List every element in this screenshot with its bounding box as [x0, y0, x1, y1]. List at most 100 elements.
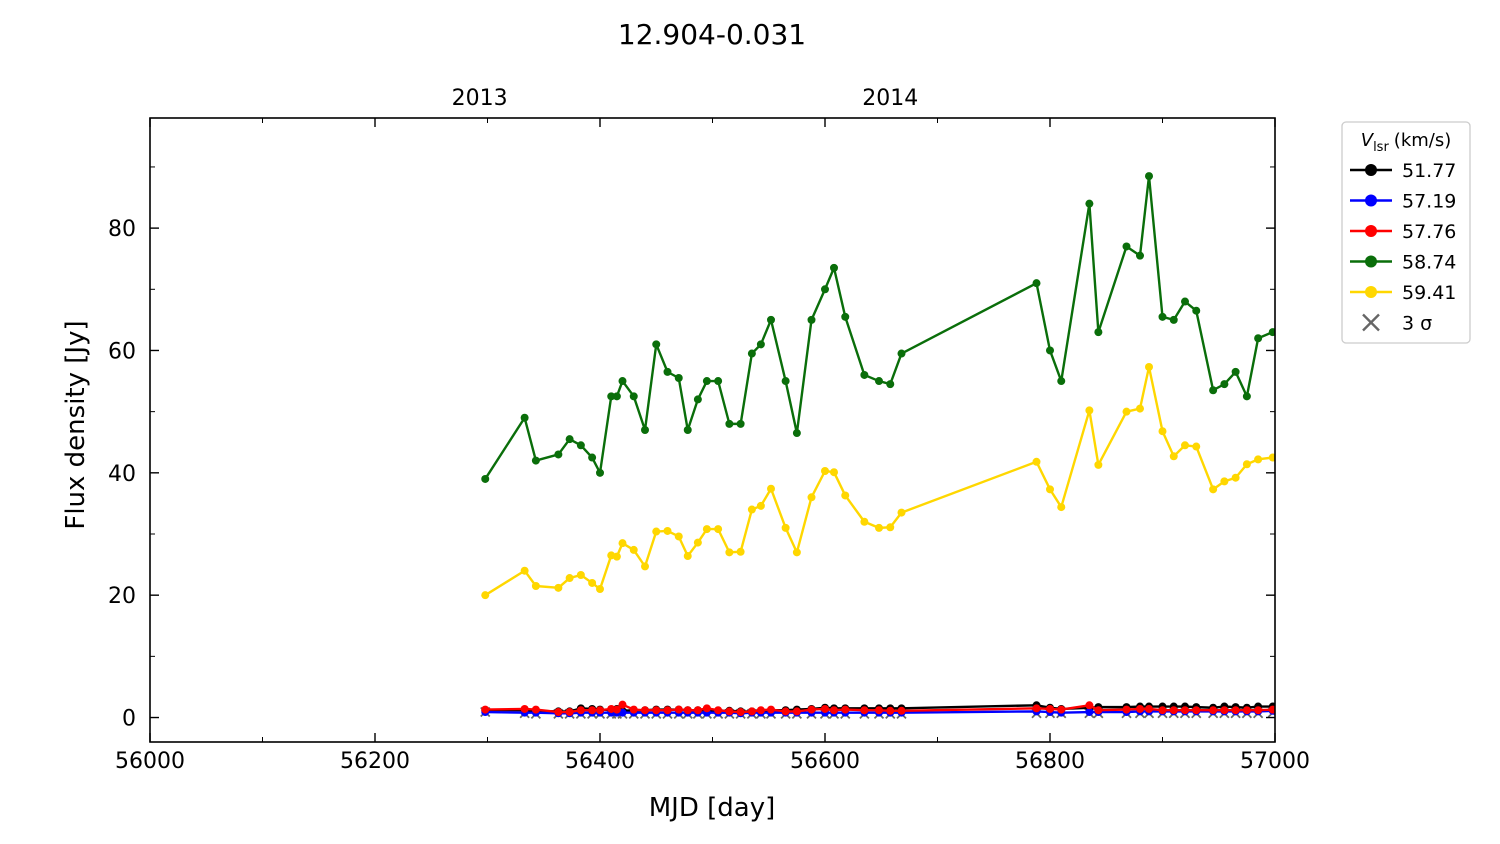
series-point-59-41: [821, 466, 829, 475]
series-point-57-76: [886, 706, 895, 715]
series-point-59-41: [565, 574, 574, 583]
series-point-59-41: [1192, 442, 1201, 451]
series-point-58-74: [886, 380, 895, 389]
series-point-59-41: [520, 566, 529, 575]
series-point-58-74: [1181, 297, 1189, 306]
legend-entry-58-74: 58.74: [1350, 252, 1456, 274]
series-point-59-41: [1057, 503, 1066, 512]
y-tick-label: 60: [108, 339, 136, 364]
legend-title-sub: lsr: [1373, 140, 1389, 155]
x-tick-label: 57000: [1240, 749, 1310, 774]
series-point-59-41: [1046, 485, 1054, 494]
series-point-57-76: [596, 706, 604, 715]
legend-entry-51-77: 51.77: [1350, 160, 1456, 182]
series-point-58-74: [1145, 172, 1153, 181]
legend: Vlsr (km/s) 51.77 57.19 57.76 58.74 59.41 3 σ: [1341, 121, 1471, 344]
y-tick-label: 80: [108, 217, 136, 242]
legend-items: 51.77 57.19 57.76 58.74 59.41 3 σ: [1350, 160, 1456, 335]
series-point-57-76: [1169, 706, 1178, 715]
legend-entry-57-19: 57.19: [1350, 191, 1456, 213]
series-point-57-76: [520, 704, 529, 713]
series-point-57-76: [747, 707, 756, 716]
series-point-59-41: [1181, 441, 1189, 450]
series-point-57-76: [554, 708, 563, 717]
plot-area: [480, 172, 1275, 719]
x-tick-label: 56400: [565, 749, 635, 774]
x-tick-label: 56000: [115, 749, 185, 774]
series-point-58-74: [897, 349, 906, 358]
series-point-57-76: [1220, 706, 1229, 715]
series-point-57-76: [807, 705, 816, 714]
series-point-57-76: [576, 706, 585, 715]
series-point-58-74: [830, 263, 838, 272]
series-point-58-74: [1085, 199, 1094, 208]
legend-entry-3-σ: 3 σ: [1362, 313, 1432, 335]
series-point-58-74: [1094, 328, 1103, 337]
series-point-58-74: [714, 377, 723, 386]
series-point-57-76: [1136, 704, 1144, 713]
legend-swatch-marker: [1365, 225, 1377, 237]
x-tick-label: 56600: [790, 749, 860, 774]
top-axis: 2013 2014: [452, 86, 919, 111]
series-point-58-74: [565, 435, 574, 444]
series-point-59-41: [767, 484, 775, 493]
series-point-58-74: [588, 453, 597, 462]
legend-label: 3 σ: [1402, 313, 1432, 335]
x-tick-label: 56800: [1015, 749, 1085, 774]
series-point-58-74: [792, 429, 801, 438]
series-point-58-74: [607, 392, 616, 401]
series-point-59-41: [1220, 477, 1229, 486]
series-point-58-74: [554, 450, 563, 459]
series-point-59-41: [781, 523, 790, 532]
series-point-58-74: [1209, 386, 1218, 395]
y-tick-label: 40: [108, 462, 136, 487]
series-point-58-74: [1057, 377, 1066, 386]
series-point-57-76: [1145, 704, 1153, 713]
legend-title-main: V: [1361, 130, 1375, 151]
series-point-59-41: [1209, 485, 1218, 494]
top-axis-year-label: 2014: [862, 86, 918, 111]
series-point-59-41: [596, 585, 604, 594]
series-point-57-76: [1231, 706, 1240, 715]
series-point-59-41: [629, 545, 638, 554]
series-point-57-76: [1181, 706, 1189, 715]
series-point-59-41: [756, 501, 765, 510]
series-point-59-41: [481, 591, 490, 600]
series-point-59-41: [576, 570, 585, 579]
series-point-58-74: [781, 377, 790, 386]
series-point-58-74: [1220, 380, 1229, 389]
series-point-57-76: [1254, 706, 1263, 715]
series-point-57-76: [792, 707, 801, 716]
series-point-57-76: [652, 706, 661, 715]
y-axis-label: Flux density [Jy]: [61, 320, 91, 529]
series-point-58-74: [875, 377, 883, 386]
series-point-58-74: [860, 370, 869, 379]
series-point-58-74: [1169, 315, 1178, 324]
series-point-57-76: [683, 706, 692, 715]
series-point-58-74: [841, 312, 850, 321]
legend-label: 59.41: [1402, 282, 1456, 304]
series-point-59-41: [841, 491, 850, 500]
series-point-57-76: [1046, 704, 1054, 713]
series-point-57-76: [1032, 704, 1041, 713]
legend-label: 57.19: [1402, 191, 1456, 213]
series-point-57-76: [1158, 706, 1167, 715]
series-point-57-76: [1268, 705, 1275, 714]
series-point-57-76: [1192, 706, 1201, 715]
series-point-58-74: [807, 315, 816, 324]
x-tick-label: 56200: [340, 749, 410, 774]
series-point-58-74: [1268, 328, 1275, 337]
series-point-57-76: [1209, 706, 1218, 715]
series-point-59-41: [641, 562, 649, 571]
series-point-57-76: [618, 700, 627, 709]
series-point-58-74: [1158, 312, 1167, 321]
series-point-59-41: [1136, 404, 1144, 413]
series-point-57-76: [841, 705, 850, 714]
top-axis-year-label: 2013: [452, 86, 508, 111]
series-point-59-41: [612, 552, 621, 561]
series-point-59-41: [618, 539, 627, 548]
series-point-58-74: [1032, 279, 1041, 288]
legend-swatch-marker: [1365, 164, 1377, 176]
series-point-59-41: [875, 523, 883, 532]
y-axis: 0 20 40 60 80: [108, 166, 1275, 732]
